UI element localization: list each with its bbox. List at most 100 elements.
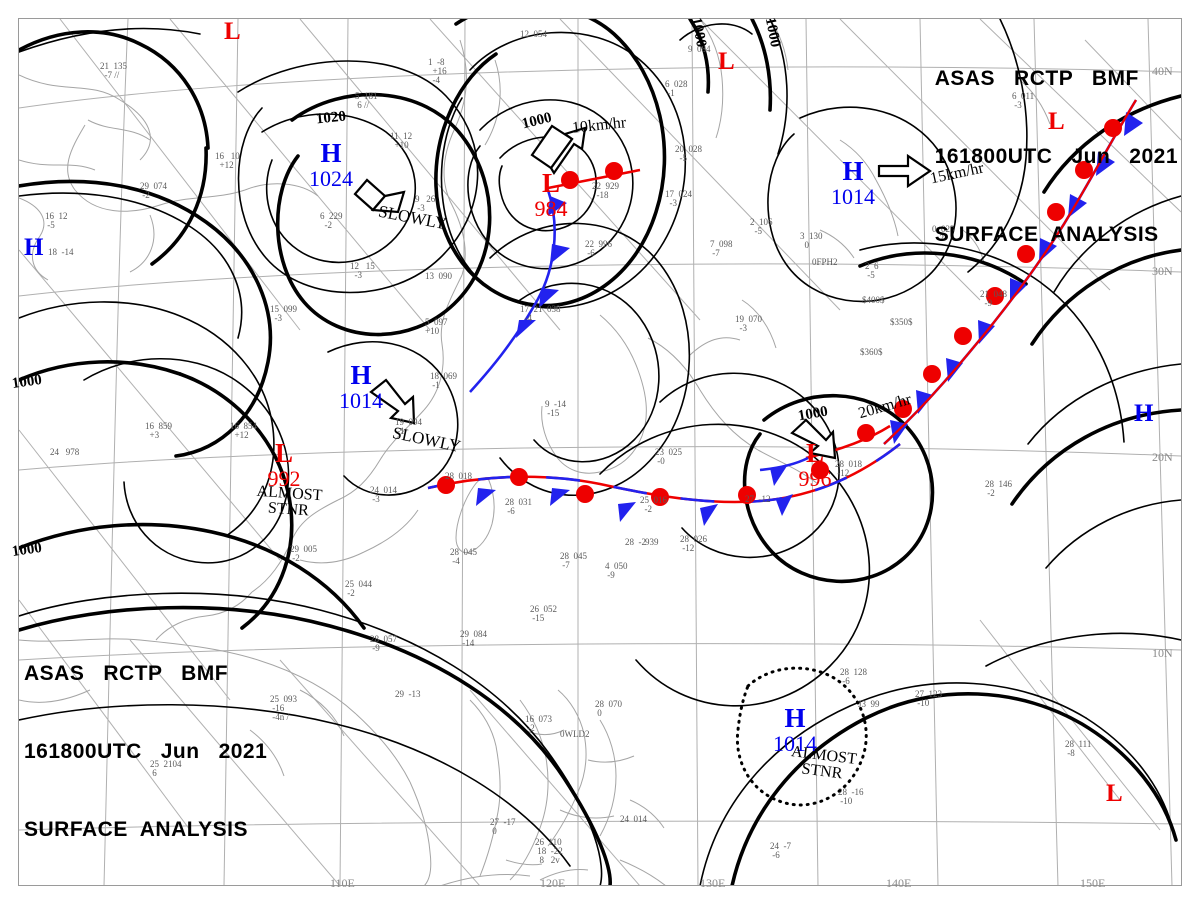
station-plot: 16 073 -2 — [525, 714, 552, 733]
station-plot: 29 -13 — [395, 689, 421, 699]
station-plot: 29 005 -2 — [290, 544, 317, 563]
header-top-right: ASAS RCTP BMF 161800UTC Jun 2021 SURFACE… — [935, 16, 1178, 298]
station-plot: 28 -16 -10 — [838, 787, 864, 806]
station-plot: 18 -14 — [48, 247, 74, 257]
station-plot: 28 026 -12 — [680, 534, 707, 553]
lat-label-40n: 40N — [1152, 64, 1173, 78]
station-plot: 5 181 6 // — [355, 91, 378, 110]
lon-label-130e: 130E — [700, 876, 726, 890]
header-tr-line2: 161800UTC Jun 2021 — [934, 145, 1178, 168]
station-plot: 25 2104 6 — [150, 759, 182, 778]
station-plot: 28 -2 — [625, 537, 646, 547]
station-plot: 16 10 +12 — [215, 151, 240, 170]
low-marker-top-right: L — [1048, 108, 1065, 135]
high-1024-system: H 1024 — [296, 140, 366, 190]
motion-arrow-low984-body — [530, 124, 574, 170]
high-1024-symbol: H — [320, 138, 342, 168]
station-plot: 27 -12 — [745, 494, 771, 504]
station-plot: 25 016 -2 — [640, 495, 667, 514]
station-plot: 6 011 -3 — [1012, 91, 1035, 110]
station-plot: 22 929 -18 — [592, 181, 619, 200]
station-plot: 12 054 — [520, 29, 547, 39]
station-plot: 28 045 -7 — [560, 551, 587, 570]
high-1014-s-value: 1014 — [773, 731, 817, 756]
station-plot: 15 099 -3 — [270, 304, 297, 323]
station-plot: 21 048 -9 — [980, 289, 1007, 308]
station-plot: 2 106 -5 — [750, 217, 773, 236]
high-1014-w-symbol: H — [350, 360, 372, 390]
station-plot: 28 018 — [445, 471, 472, 481]
station-plot: 9 26 -3 — [415, 194, 436, 213]
lon-label-150e: 150E — [1080, 876, 1106, 890]
motion-arrow-high1014ne — [877, 153, 932, 189]
map-border — [18, 18, 1182, 886]
station-plot: 17 21 038 -4 — [520, 304, 561, 323]
stationary-front-line-blue — [427, 442, 901, 504]
station-plot: 28 045 -4 — [450, 547, 477, 566]
lat-label-20n: 20N — [1152, 450, 1173, 464]
low-984-symbol: L — [541, 168, 560, 198]
station-plot: 5 097 +10 — [425, 317, 448, 336]
almost-stationary-high-circle — [735, 666, 868, 807]
low-marker-top-mid: L — [718, 48, 735, 75]
station-plot: 13 090 — [425, 271, 452, 281]
station-plot: 7 098 -7 — [710, 239, 733, 258]
station-plot: 28 146 -2 — [985, 479, 1012, 498]
stationary-front-cold-barbs — [476, 488, 793, 526]
high-1014-w-system: H 1014 — [326, 362, 396, 412]
high-1014-s-system: H 1014 — [760, 705, 830, 755]
station-plot: 25 093 -16 -4n / — [270, 694, 297, 722]
station-plot: 16 859 +3 — [145, 421, 172, 440]
station-plot: 28 057 -9 — [370, 634, 397, 653]
station-plot: 0FPH2 — [812, 257, 838, 267]
motion-label-almost-stnr-a: ALMOST STNR — [255, 483, 323, 521]
station-plot: 0 023 -2 — [932, 224, 955, 243]
high-1014-ne-symbol: H — [842, 156, 864, 186]
high-1014-ne-value: 1014 — [831, 184, 875, 209]
station-plot: 28 128 -6 — [840, 667, 867, 686]
station-plot: 22 996 -6 — [585, 239, 612, 258]
station-plot: 17 024 -3 — [665, 189, 692, 208]
lon-label-120e: 120E — [540, 876, 566, 890]
low-marker-bottom-right: L — [1106, 780, 1123, 807]
warm-front-bumps-ne — [894, 119, 1122, 418]
station-plot: $360$ — [860, 347, 883, 357]
station-plot: 28 070 0 — [595, 699, 622, 718]
high-1014-s-symbol: H — [784, 703, 806, 733]
station-plot: 28 018 -12 — [835, 459, 862, 478]
motion-arrow-low996 — [790, 418, 837, 460]
low-996-value: 996 — [798, 466, 832, 491]
warm-front-bumps-984 — [561, 162, 623, 189]
station-plot: 9 084 — [688, 44, 711, 54]
stationary-front-warm-bumps — [437, 424, 875, 506]
high-marker-left: H — [24, 234, 44, 261]
lat-label-10n: 10N — [1152, 646, 1173, 660]
lat-label-30n: 30N — [1152, 264, 1173, 278]
header-tr-line3: SURFACE ANALYSIS — [934, 223, 1159, 246]
high-marker-right: H — [1134, 400, 1154, 427]
station-plot: 24 014 — [620, 814, 647, 824]
station-plot: 26 110 18 -22 8 2v — [535, 837, 563, 865]
station-plot: 4 050 -9 — [605, 561, 628, 580]
station-plot: 21 135 -7 // — [100, 61, 127, 80]
station-plot: 26 052 -15 — [530, 604, 557, 623]
station-plot: 19 094 -1 — [395, 417, 422, 436]
station-plot: 24 -7 -6 — [770, 841, 791, 860]
station-plot: J3 99 — [858, 699, 880, 709]
station-plot: 24 978 — [50, 447, 80, 457]
station-plot: 2 6 -5 — [865, 261, 879, 280]
high-1014-ne-system: H 1014 — [818, 158, 888, 208]
high-1024-value: 1024 — [309, 166, 353, 191]
station-plot: 16 854 +12 — [230, 421, 257, 440]
lon-label-110e: 110E — [330, 876, 355, 890]
station-plot: 0WLD2 — [560, 729, 590, 739]
station-plot: 28 111 -8 — [1065, 739, 1092, 758]
header-bl-line1: ASAS RCTP BMF — [24, 662, 229, 685]
station-plot: 27 123 -10 — [915, 689, 942, 708]
station-plot: 29 084 -14 — [460, 629, 487, 648]
low-984-value: 984 — [534, 196, 568, 221]
